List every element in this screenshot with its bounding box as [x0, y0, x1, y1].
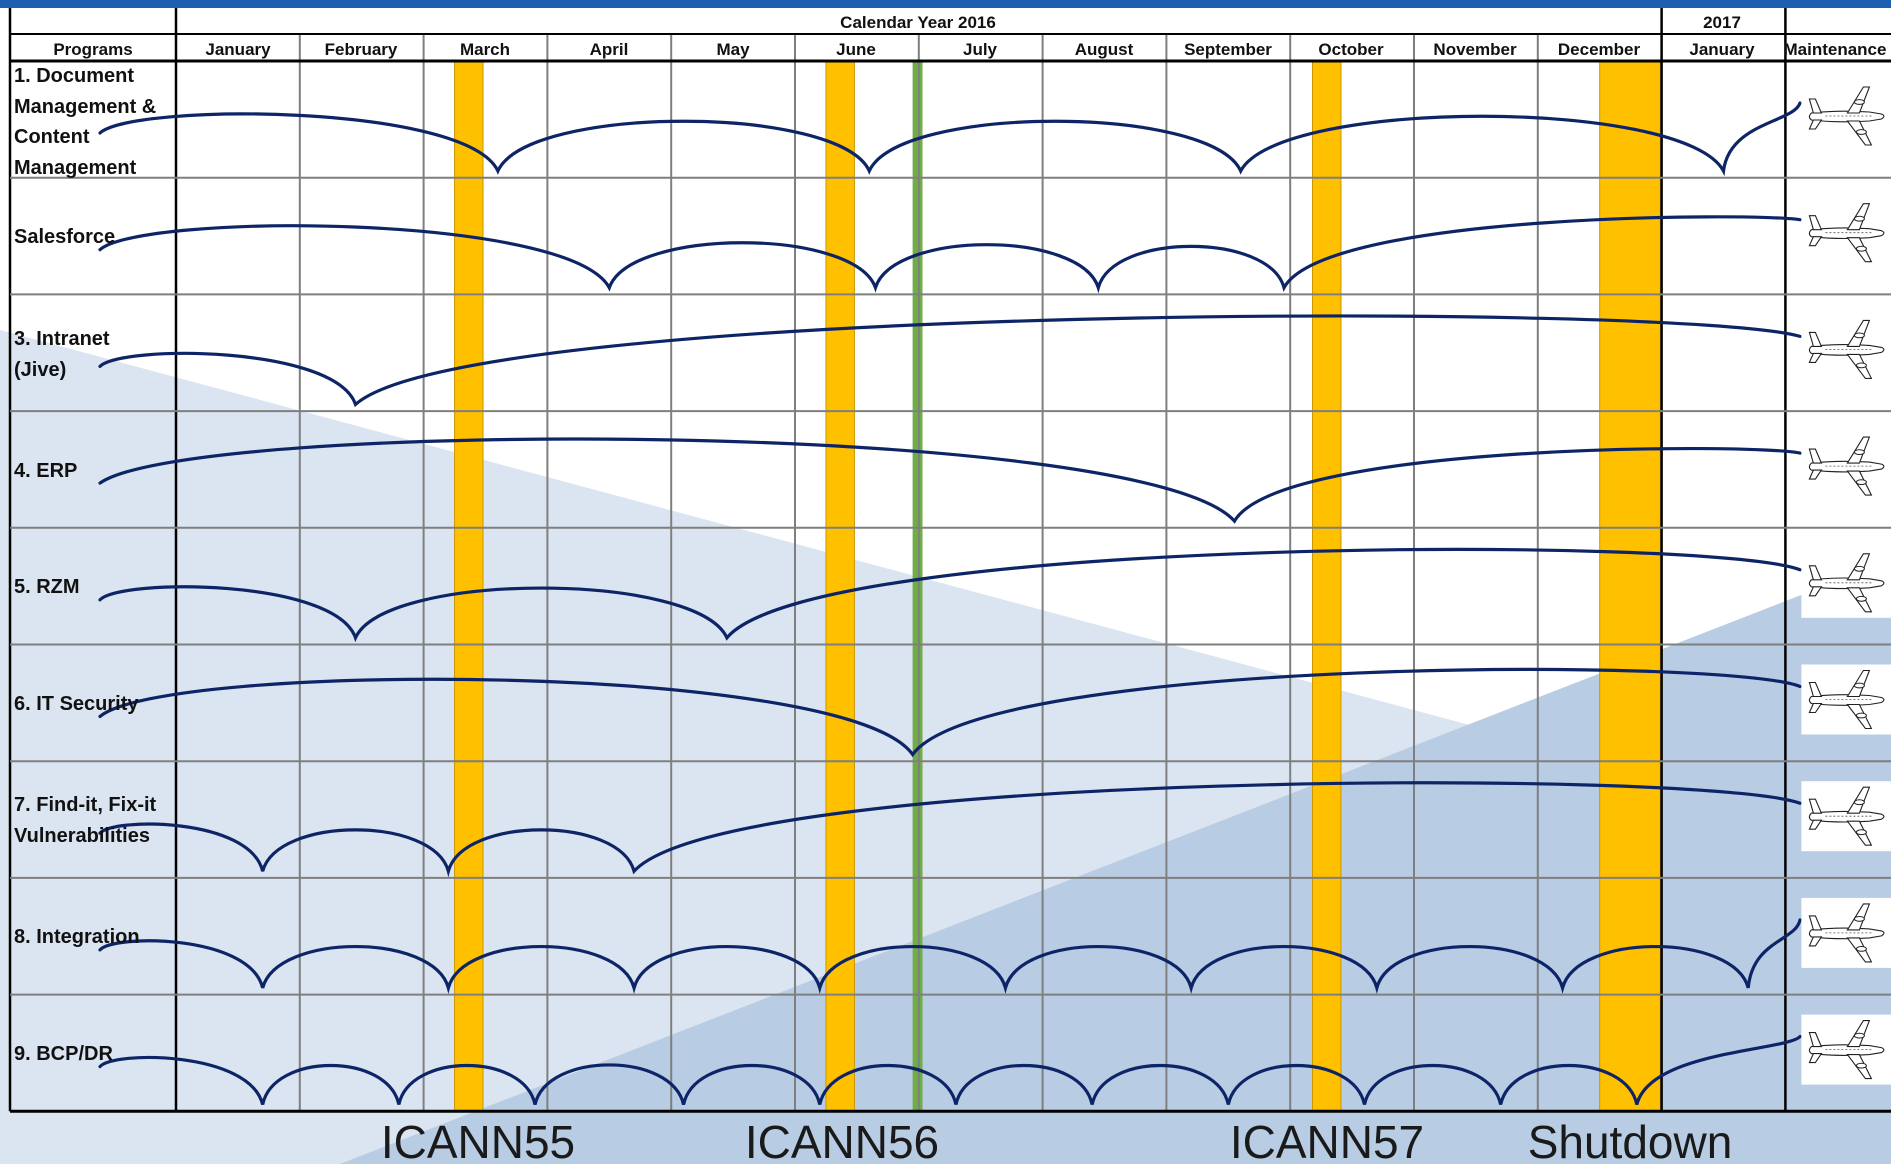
month-label: March	[460, 40, 510, 59]
program-arc	[98, 667, 1802, 758]
labels: Calendar Year 2016 2017 Programs Mainten…	[14, 13, 1886, 1164]
month-label: August	[1075, 40, 1134, 59]
program-arc	[98, 781, 1802, 878]
program-arc	[98, 215, 1802, 294]
program-label: Management &	[14, 96, 156, 118]
program-arc	[98, 101, 1802, 177]
programs-column-header: Programs	[53, 40, 132, 59]
month-label: February	[325, 40, 398, 59]
program-arc	[98, 1035, 1802, 1106]
program-arc	[98, 547, 1802, 643]
event-bar	[454, 60, 484, 1112]
calendar-year-label: Calendar Year 2016	[840, 13, 996, 32]
milestone-marker-bar	[912, 61, 923, 1112]
month-label: November	[1433, 40, 1517, 59]
month-label: January	[1689, 40, 1755, 59]
program-label: 4. ERP	[14, 460, 77, 482]
program-arc	[98, 437, 1802, 524]
program-label: Salesforce	[14, 226, 115, 248]
month-label: May	[716, 40, 750, 59]
grid-lines	[8, 8, 1891, 1113]
program-label: Management	[14, 157, 137, 179]
month-label: June	[836, 40, 876, 59]
maintenance-icons	[1801, 81, 1891, 1085]
event-bar	[825, 60, 855, 1112]
program-arc	[98, 918, 1802, 995]
program-label: 8. Integration	[14, 926, 140, 948]
maintenance-column-header: Maintenance	[1784, 40, 1887, 59]
program-label: 6. IT Security	[14, 693, 139, 715]
month-label: July	[963, 40, 998, 59]
event-label: ICANN56	[745, 1116, 939, 1164]
event-label: ICANN57	[1230, 1116, 1424, 1164]
program-label: 7. Find-it, Fix-it	[14, 794, 157, 816]
month-label: January	[205, 40, 271, 59]
program-label: 9. BCP/DR	[14, 1043, 113, 1065]
month-label: April	[590, 40, 629, 59]
event-label: Shutdown	[1528, 1116, 1733, 1164]
program-arc	[98, 314, 1802, 408]
month-label: September	[1184, 40, 1272, 59]
event-label: ICANN55	[381, 1116, 575, 1164]
month-label: October	[1318, 40, 1384, 59]
program-label: 3. Intranet	[14, 328, 110, 350]
program-label: 1. Document	[14, 65, 134, 87]
program-label: Content	[14, 126, 90, 148]
program-label: (Jive)	[14, 359, 66, 381]
next-year-label: 2017	[1703, 13, 1741, 32]
program-label: Vulnerabilities	[14, 825, 150, 847]
top-band	[0, 0, 1891, 8]
background-dark-triangle	[340, 560, 1891, 1164]
month-label: December	[1558, 40, 1641, 59]
program-arcs	[98, 101, 1802, 1106]
program-label: 5. RZM	[14, 576, 80, 598]
